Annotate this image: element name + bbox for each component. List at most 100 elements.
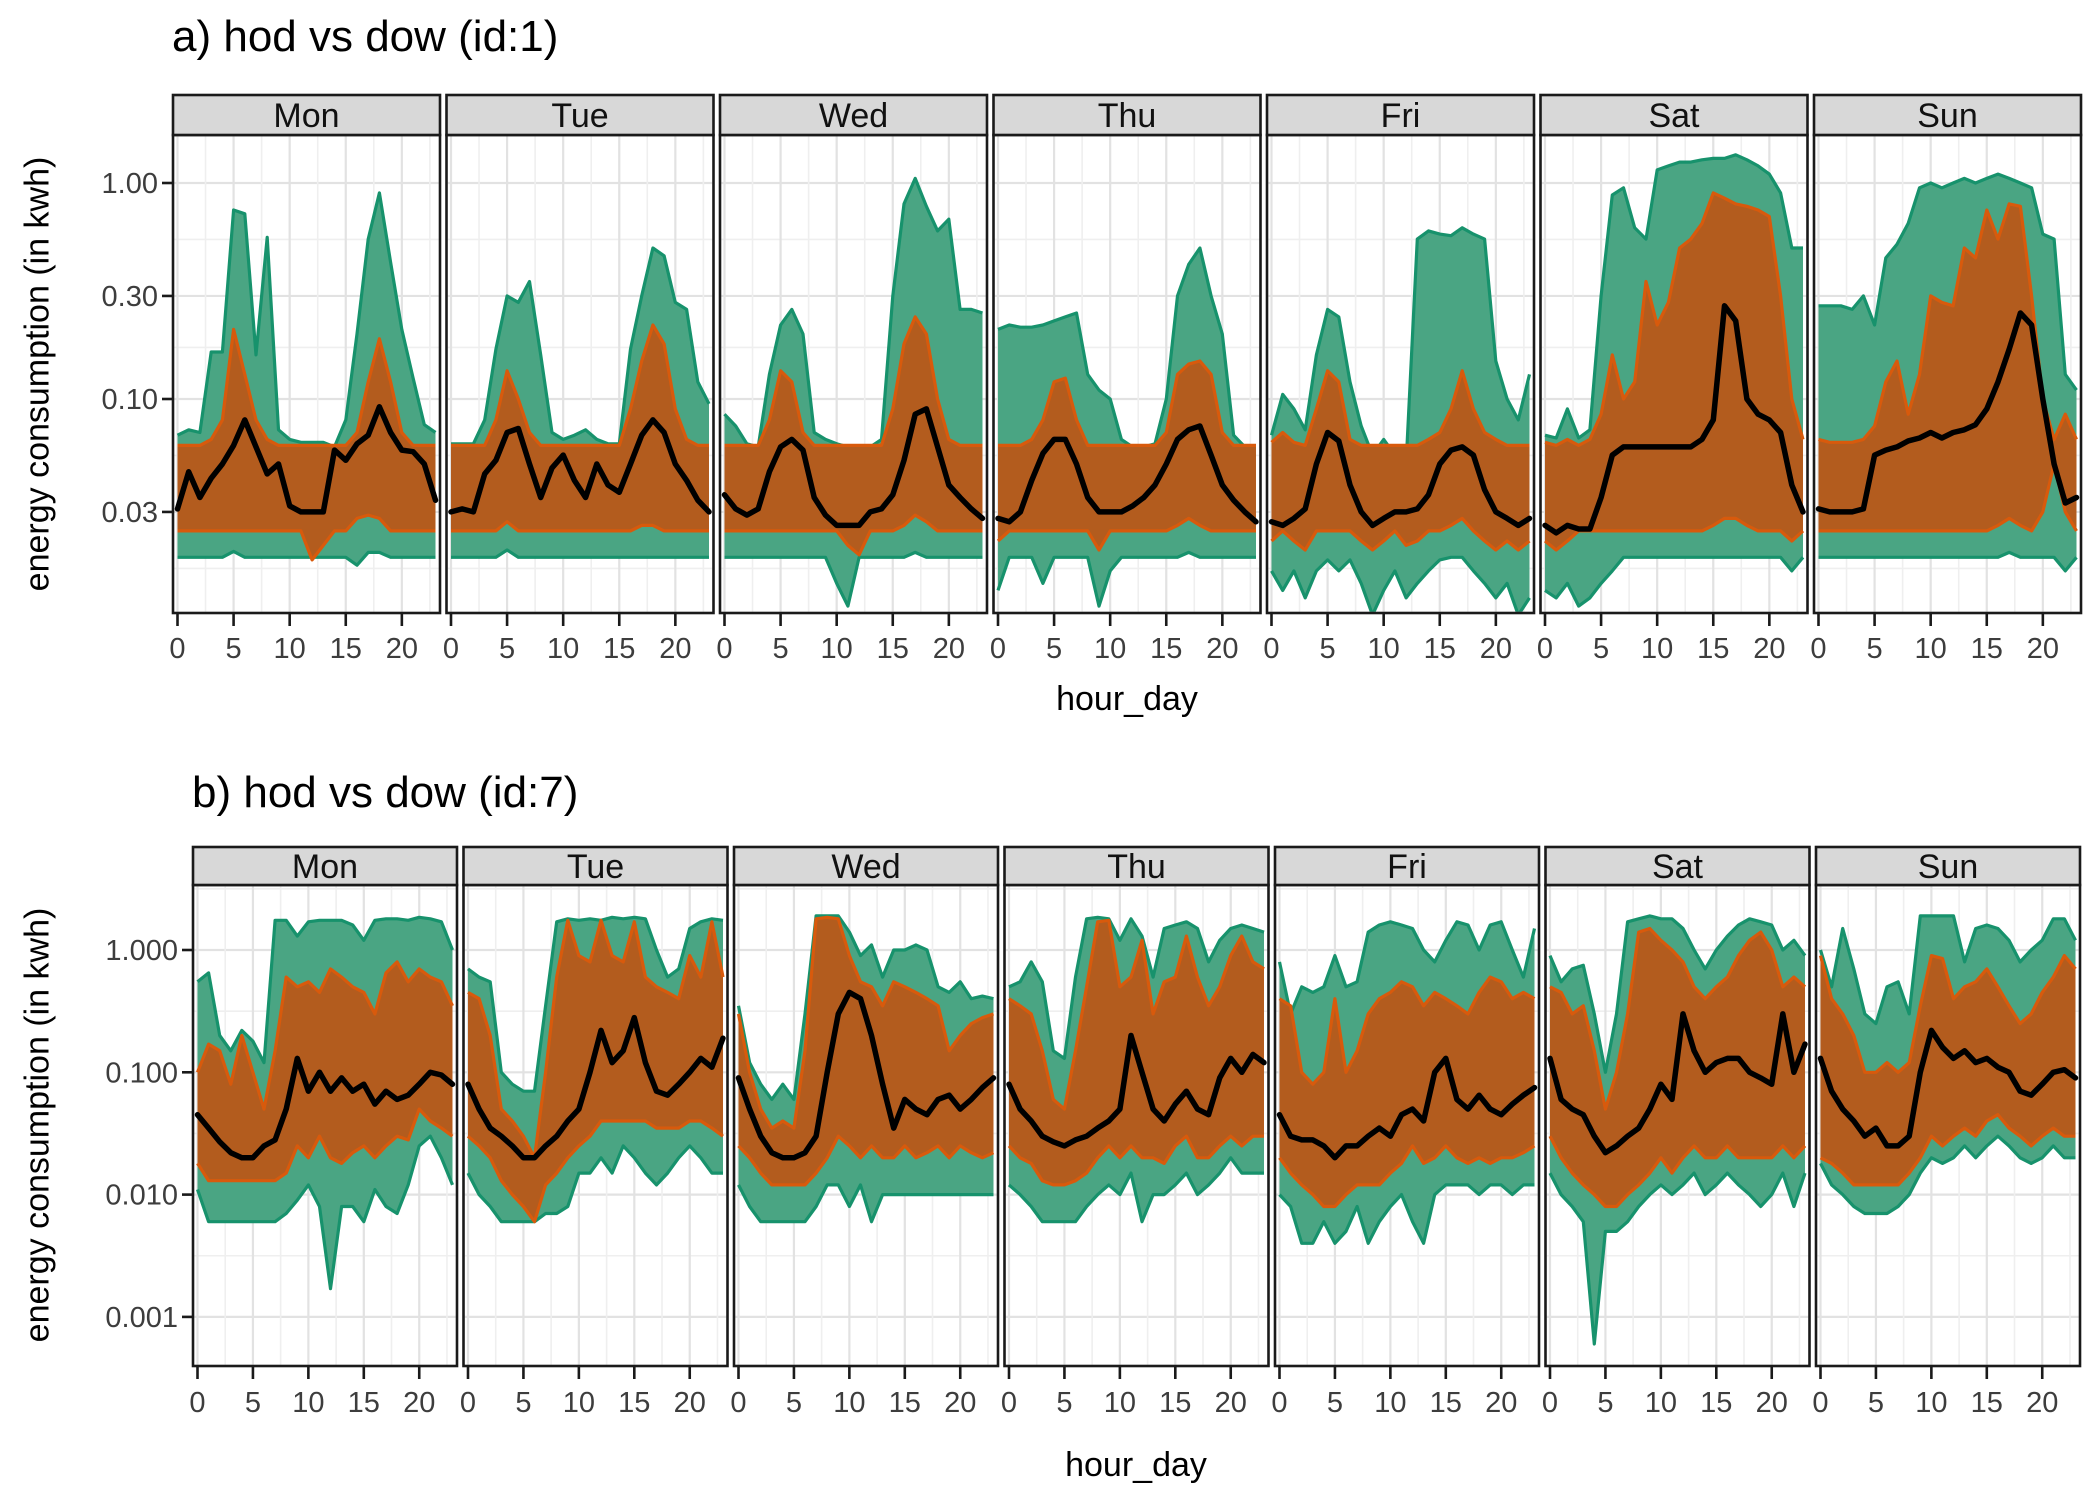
- ribbon-outer-upper-edge: [176, 191, 437, 449]
- ribbon-inner-lower-edge: [1819, 1113, 2076, 1187]
- x-tick-label: 20: [2027, 633, 2059, 665]
- x-tick-label: 15: [618, 1387, 650, 1419]
- facet-strip-label: Mon: [273, 97, 339, 135]
- x-tick-label: 15: [1424, 633, 1456, 665]
- ribbon-outer-lower-edge: [177, 549, 436, 567]
- ribbon-outer-lower-edge: [466, 1144, 723, 1224]
- facet-strip-label: Fri: [1381, 97, 1421, 135]
- ribbon-outer-lower-edge: [737, 1183, 994, 1224]
- ribbon-outer-lower-edge: [195, 1134, 454, 1291]
- ribbon-inner-lower-edge: [737, 1134, 995, 1187]
- facet-plot-area: [1005, 886, 1268, 1365]
- x-tick-label: 10: [1104, 1387, 1136, 1419]
- y-tick-label: 0.010: [105, 1180, 178, 1212]
- x-tick-label: 10: [292, 1387, 324, 1419]
- x-tick-label: 10: [563, 1387, 595, 1419]
- ribbon-outer-upper-edge: [997, 246, 1256, 449]
- x-tick-label: 0: [730, 1387, 746, 1419]
- ribbon-inner-upper-edge: [1278, 975, 1536, 1086]
- ribbon-outer-lower-edge: [1548, 1171, 1807, 1346]
- ribbon-outer-upper-edge: [736, 914, 994, 1102]
- facet-strip-label: Sun: [1917, 97, 1978, 135]
- x-tick-label: 20: [933, 633, 965, 665]
- ribbon-inner-upper-edge: [1818, 953, 2077, 1074]
- ribbon-inner-lower-edge: [1818, 462, 2078, 533]
- facet-strip: [191, 845, 459, 887]
- x-tick-label: 15: [348, 1387, 380, 1419]
- x-tick-label: 0: [443, 633, 459, 665]
- x-tick-label: 15: [889, 1387, 921, 1419]
- y-tick-label: 0.100: [105, 1057, 178, 1089]
- x-tick-label: 20: [944, 1387, 976, 1419]
- ribbon-inner: [1271, 370, 1530, 550]
- y-tick-label: 0.30: [102, 281, 158, 313]
- facet-strip: [1814, 845, 2082, 887]
- x-tick-label: 20: [386, 633, 418, 665]
- ribbon-inner: [177, 329, 436, 560]
- x-tick-label: 15: [1971, 633, 2003, 665]
- ribbon-inner-lower-edge: [724, 513, 983, 557]
- x-tick-label: 5: [1320, 633, 1336, 665]
- facet-plot-area: [447, 136, 713, 612]
- x-axis-label-a: hour_day: [1056, 680, 1198, 718]
- ribbon-outer-upper-edge: [1277, 920, 1537, 1016]
- facet-strip-label: Wed: [831, 848, 900, 886]
- facet-plot-area: [721, 136, 986, 612]
- x-tick-label: 10: [1368, 633, 1400, 665]
- y-tick-label: 0.10: [102, 384, 158, 416]
- ribbon-outer-lower-edge: [451, 548, 709, 559]
- x-tick-label: 5: [1593, 633, 1609, 665]
- x-tick-label: 5: [1868, 1387, 1884, 1419]
- facet-plot-area: [735, 886, 997, 1365]
- x-tick-label: 10: [1641, 633, 1673, 665]
- facet-strip-label: Sat: [1648, 97, 1700, 135]
- x-tick-label: 0: [1812, 1387, 1828, 1419]
- x-tick-label: 5: [515, 1387, 531, 1419]
- facet-strip-label: Fri: [1387, 848, 1427, 886]
- facet-strip-label: Tue: [551, 97, 608, 135]
- x-tick-label: 15: [603, 633, 635, 665]
- facet-strip-label: Sat: [1652, 848, 1704, 886]
- ribbon-inner-lower-edge: [466, 1119, 724, 1224]
- ribbon-inner-upper-edge: [467, 918, 725, 1160]
- x-tick-label: 15: [1150, 633, 1182, 665]
- x-tick-label: 5: [1867, 633, 1883, 665]
- facet-strip-label: Wed: [819, 97, 888, 135]
- median-line: [194, 1055, 456, 1161]
- x-tick-label: 20: [1485, 1387, 1517, 1419]
- x-tick-label: 0: [1810, 633, 1826, 665]
- ribbon-inner-lower-edge: [177, 513, 436, 562]
- ribbon-inner-lower-edge: [196, 1107, 454, 1183]
- x-tick-label: 0: [1542, 1387, 1558, 1419]
- facet-strip: [1003, 845, 1270, 887]
- ribbon-outer-lower-edge: [1270, 555, 1531, 612]
- ribbon-inner-upper-edge: [998, 359, 1256, 447]
- facet-strip: [1265, 93, 1536, 137]
- facet-strip: [462, 845, 729, 887]
- ribbon-inner-upper-edge: [724, 315, 983, 447]
- facet-plot-area: [1815, 136, 2080, 612]
- facet-plot-area: [994, 136, 1260, 612]
- ribbon-inner: [197, 961, 453, 1181]
- x-tick-label: 10: [547, 633, 579, 665]
- ribbon-inner: [451, 325, 709, 531]
- ribbon-outer-lower-edge: [1818, 550, 2078, 573]
- x-tick-label: 10: [833, 1387, 865, 1419]
- median-line: [1547, 1011, 1808, 1156]
- ribbon-outer-lower-edge: [1278, 1183, 1535, 1245]
- x-tick-label: 10: [274, 633, 306, 665]
- ribbon-outer-upper-edge: [196, 915, 454, 1065]
- ribbon-inner-lower-edge: [996, 516, 1256, 552]
- ribbon-inner-upper-edge: [1008, 918, 1265, 1111]
- x-tick-label: 5: [226, 633, 242, 665]
- ribbon-inner-lower-edge: [1278, 1144, 1536, 1209]
- median-line: [1006, 1032, 1267, 1149]
- x-tick-label: 20: [403, 1387, 435, 1419]
- facet-strip-label: Sun: [1918, 848, 1979, 886]
- y-tick-label: 1.00: [102, 168, 158, 200]
- ribbon-outer-upper-edge: [1818, 914, 2077, 1026]
- x-tick-label: 15: [1159, 1387, 1191, 1419]
- median-line: [1542, 303, 1806, 536]
- ribbon-inner-lower-edge: [1270, 516, 1531, 552]
